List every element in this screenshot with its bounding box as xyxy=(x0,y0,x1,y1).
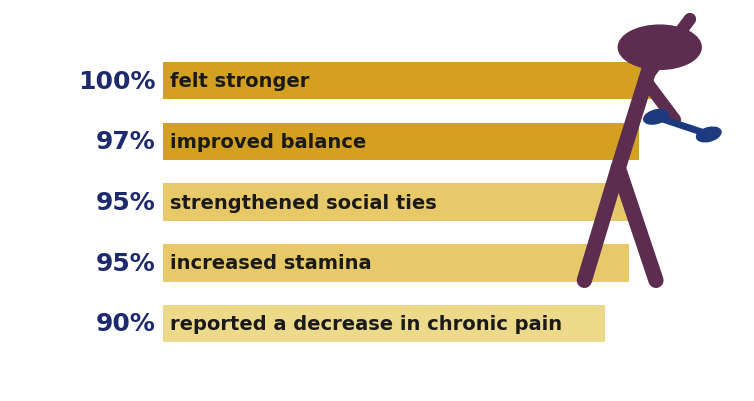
Bar xyxy=(163,184,630,221)
Text: 90%: 90% xyxy=(96,312,155,336)
Text: 95%: 95% xyxy=(96,251,155,275)
Bar xyxy=(163,305,605,342)
Text: 100%: 100% xyxy=(78,69,155,93)
Circle shape xyxy=(618,26,701,70)
Text: reported a decrease in chronic pain: reported a decrease in chronic pain xyxy=(170,314,562,333)
Text: felt stronger: felt stronger xyxy=(170,72,310,91)
Text: improved balance: improved balance xyxy=(170,132,366,152)
Bar xyxy=(163,63,654,100)
Ellipse shape xyxy=(697,128,721,142)
Ellipse shape xyxy=(644,110,668,125)
Text: 95%: 95% xyxy=(96,190,155,215)
Text: strengthened social ties: strengthened social ties xyxy=(170,193,437,212)
Bar xyxy=(163,244,630,282)
Text: 97%: 97% xyxy=(96,130,155,154)
Bar xyxy=(163,123,639,161)
Text: increased stamina: increased stamina xyxy=(170,253,372,273)
